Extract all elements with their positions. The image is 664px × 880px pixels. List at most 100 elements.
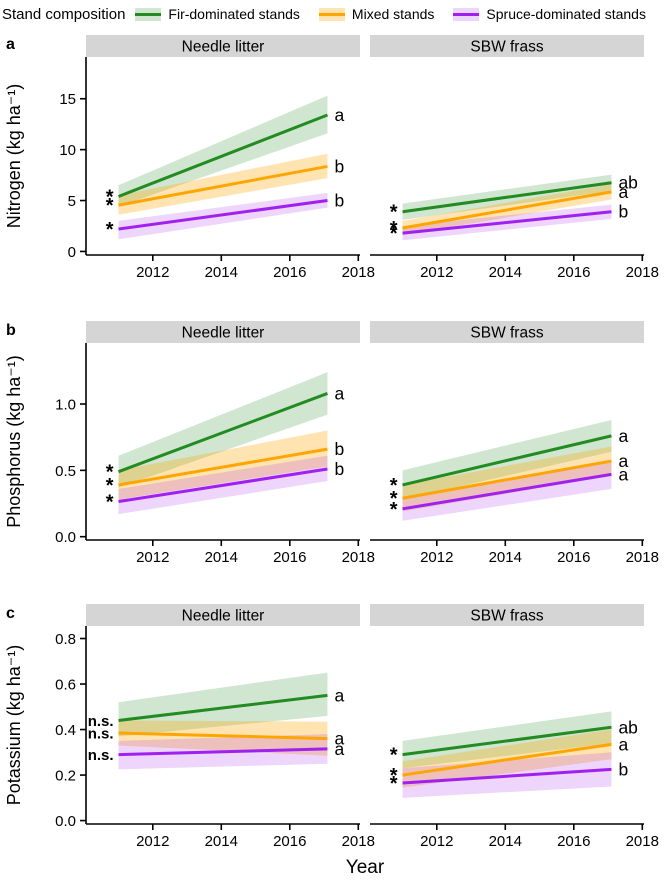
panel-letter: a [6,36,15,53]
ci-band [118,95,328,207]
significance-label: * [390,765,398,787]
significance-label: * [106,195,114,217]
facet-strip [370,35,644,57]
significance-label: * [106,462,114,484]
legend: Stand composition Fir-dominated stands M… [2,0,662,28]
x-tick-label: 2016 [273,264,306,281]
x-tick-label: 2012 [420,549,453,566]
x-tick-label: 2016 [557,833,590,850]
significance-label: * [390,202,398,224]
x-tick-label: 2018 [626,549,659,566]
legend-label-mixed: Mixed stands [351,6,435,22]
y-tick-label: 10 [59,142,76,159]
legend-label-fir: Fir-dominated stands [168,6,300,22]
trend-line [118,447,328,487]
legend-entry-spruce: Spruce-dominated stands [453,6,646,22]
panel-letter: b [6,322,16,339]
significance-label: * [390,499,398,521]
y-tick-label: 5 [68,193,76,210]
legend-entry-mixed: Mixed stands [318,6,435,22]
x-tick-label: 2012 [420,264,453,281]
trend-line [402,472,612,511]
group-letter-label: a [618,464,628,484]
x-tick-label: 2012 [136,833,169,850]
significance-label: * [390,475,398,497]
spruce-swatch-icon [453,7,480,21]
facet-strip-title: Needle litter [182,608,265,625]
trend-line [118,693,328,722]
facet-strip [370,604,644,626]
group-letter-label: a [618,182,628,202]
facet-strip-title: Needle litter [182,39,265,56]
x-tick-label: 2014 [489,549,522,566]
trend-line [117,113,329,198]
y-axis-title: Phosphorus (kg ha⁻¹) [4,355,24,528]
significance-label: * [390,745,398,767]
trend-line [118,164,328,207]
group-letter-label: a [334,105,344,125]
y-tick-label: 0.8 [55,631,76,648]
x-tick-label: 2018 [342,264,375,281]
group-letter-label: a [618,734,628,754]
y-tick-label: 0.6 [55,677,76,694]
significance-label: n.s. [88,713,114,730]
significance-label: * [106,219,114,241]
facet-strip [86,604,360,626]
significance-label: * [106,475,114,497]
legend-title: Stand composition [2,5,126,23]
y-tick-label: 0.0 [55,529,76,546]
y-tick-label: 0.2 [55,768,76,785]
significance-label: * [390,223,398,245]
group-letter-label: a [618,426,628,446]
trend-line [402,742,612,777]
x-tick-label: 2016 [557,264,590,281]
ci-band [118,153,328,215]
y-tick-label: 15 [59,91,76,108]
x-tick-label: 2016 [273,833,306,850]
facet-strip-title: SBW frass [470,39,543,56]
significance-label: n.s. [88,725,114,742]
ci-band [118,720,328,756]
facet-strip [86,321,360,343]
x-tick-label: 2018 [342,549,375,566]
group-letter-label: b [334,156,344,176]
group-letter-label: b [334,459,344,479]
trend-line [118,731,328,741]
y-axis-title: Nitrogen (kg ha⁻¹) [4,84,24,229]
trend-line [402,725,612,757]
x-tick-label: 2014 [489,264,522,281]
trend-line [402,434,612,487]
significance-label: * [390,218,398,240]
group-letter-label: ab [618,717,637,737]
x-tick-label: 2012 [420,833,453,850]
group-letter-label: a [334,685,344,705]
group-letter-label: a [334,739,344,759]
x-tick-label: 2014 [205,833,238,850]
group-letter-label: a [334,729,344,749]
facet-strip-title: SBW frass [470,608,543,625]
group-letter-label: b [334,439,344,459]
trend-line [402,210,612,235]
legend-label-spruce: Spruce-dominated stands [486,6,646,22]
trend-line [402,190,612,230]
trend-line [402,767,612,785]
x-tick-label: 2016 [273,549,306,566]
group-letter-label: b [334,191,344,211]
trend-line [402,459,612,500]
y-tick-label: 0.4 [55,722,76,739]
x-tick-label: 2014 [205,549,238,566]
group-letter-label: ab [618,173,637,193]
y-tick-label: 0.5 [55,463,76,480]
trend-line [118,747,328,757]
group-letter-label: b [618,202,628,222]
trend-line [118,467,328,504]
panel-letter: c [6,605,15,622]
trend-line [118,199,328,231]
facet-strip-title: SBW frass [470,325,543,342]
x-tick-label: 2018 [626,264,659,281]
x-tick-label: 2012 [136,549,169,566]
x-tick-label: 2014 [489,833,522,850]
x-tick-label: 2012 [136,264,169,281]
x-tick-label: 2018 [626,833,659,850]
